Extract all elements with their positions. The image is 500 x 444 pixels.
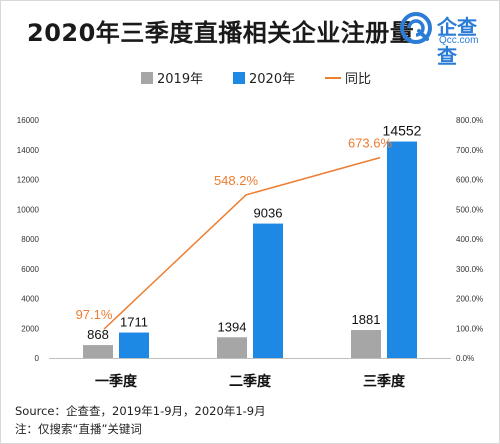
bar-2019 [83,345,113,358]
bar-data-label: 9036 [254,206,283,221]
logo-name: 企查查 [437,15,477,68]
y-left-tick-label: 14000 [17,146,40,155]
bar-data-label: 868 [87,327,109,342]
legend-label: 2020年 [249,72,295,87]
legend-label: 同比 [345,72,371,87]
y-left-tick-label: 16000 [17,116,40,125]
bar-2020 [119,332,149,358]
qcc-logo-icon [400,12,432,44]
y-left-tick-label: 8000 [21,235,39,244]
yoy-data-label: 548.2% [214,173,259,188]
y-right-tick-label: 300.0% [456,265,483,274]
yoy-line [103,156,381,330]
x-tick-label: 三季度 [363,373,406,390]
legend-label: 2019年 [157,72,203,87]
footnote: 注：仅搜索“直播”关键词 [15,422,142,436]
bar-2020 [253,223,283,358]
yoy-data-label: 673.6% [348,136,393,151]
bar-data-label: 1711 [120,315,148,330]
legend-swatch [141,72,153,84]
chart-plot: 0 2000 4000 6000 8000 10000 12000 14000 16000 0.0… [17,72,483,390]
y-right-tick-label: 500.0% [456,205,483,214]
legend-swatch [233,72,245,84]
chart-title: 2020年三季度直播相关企业注册量 [27,19,415,47]
y-right-tick-label: 600.0% [456,176,483,185]
logo: 企查查 Qcc.com [399,11,495,68]
y-left-tick-label: 4000 [21,295,39,304]
y-left-tick-label: 6000 [21,265,39,274]
y-right-tick-label: 100.0% [456,324,483,333]
y-right-tick-label: 200.0% [456,295,483,304]
y-right-tick-label: 0.0% [456,354,474,363]
bar-data-label: 1881 [352,312,381,327]
logo-url: Qcc.com [439,35,479,46]
y-left-tick-label: 0 [35,354,40,363]
x-tick-label: 二季度 [229,373,272,390]
y-left-tick-label: 12000 [17,176,40,185]
y-right-tick-label: 800.0% [456,116,483,125]
y-right-tick-label: 700.0% [456,146,483,155]
y-left-tick-label: 10000 [17,205,40,214]
bar-2020 [387,141,417,358]
x-tick-label: 一季度 [95,373,138,390]
bar-data-label: 1394 [218,319,247,334]
y-right-tick-label: 400.0% [456,235,483,244]
source-note: Source：企查查，2019年1-9月，2020年1-9月 [15,404,266,418]
yoy-data-label: 97.1% [76,307,113,322]
bar-data-label: 14552 [383,123,422,139]
bar-2019 [217,337,247,358]
y-left-tick-label: 2000 [21,324,39,333]
bar-2019 [351,330,381,358]
